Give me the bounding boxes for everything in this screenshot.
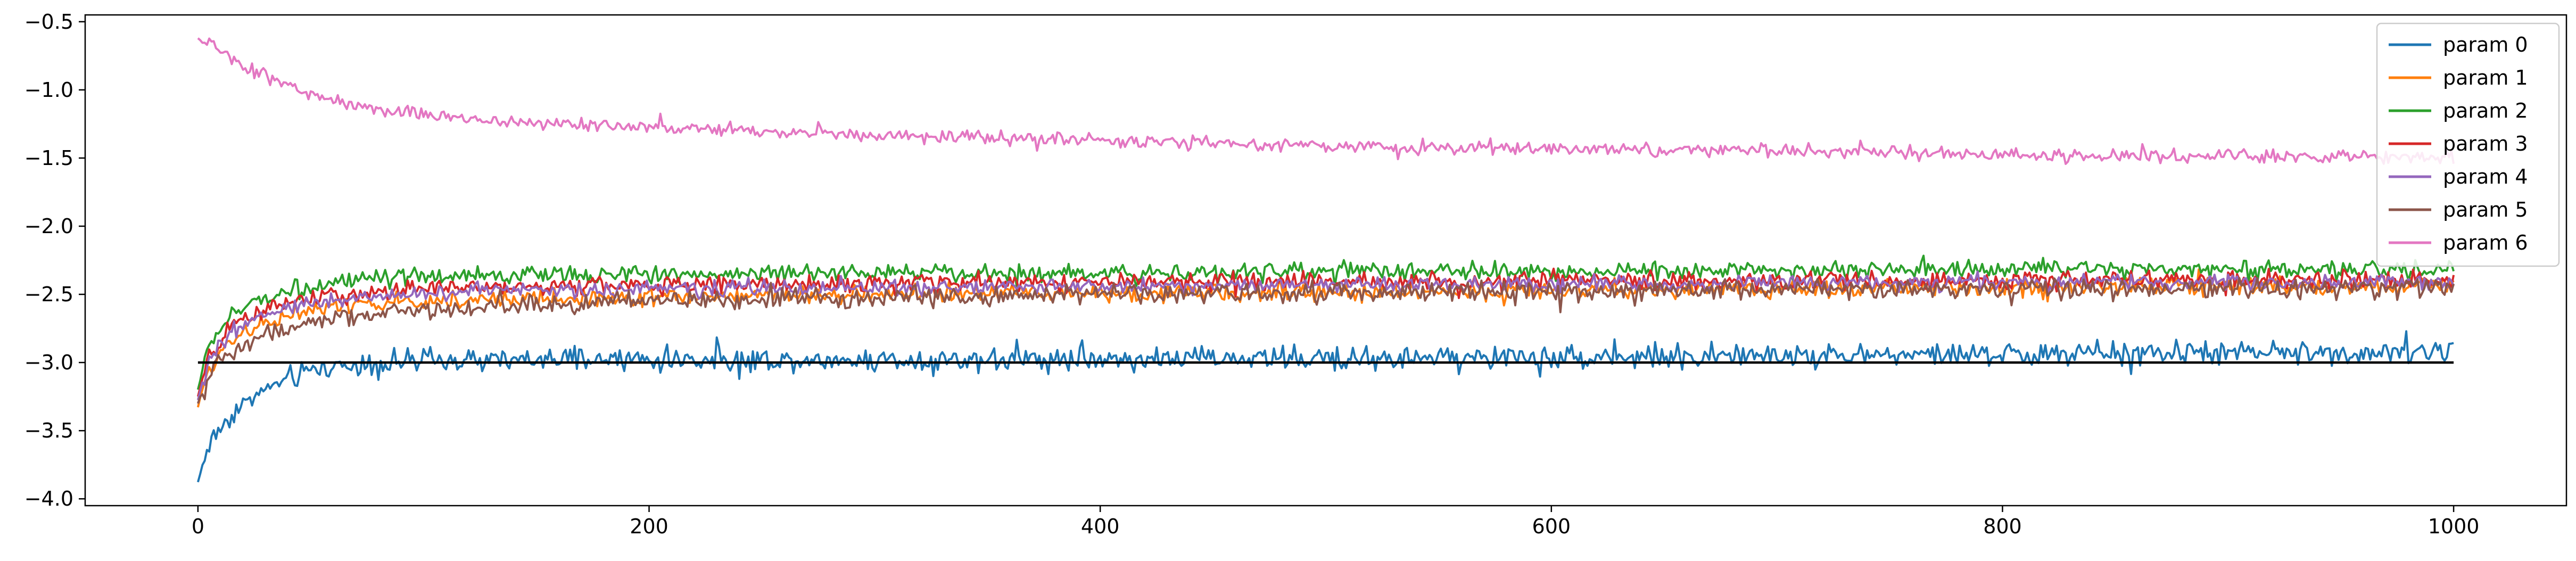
legend-label: param 4 [2443, 165, 2528, 188]
y-tick-label: −2.0 [24, 214, 73, 238]
x-tick-label: 200 [630, 515, 668, 538]
y-tick-label: −1.0 [24, 78, 73, 102]
legend-label: param 2 [2443, 99, 2528, 122]
x-tick-label: 1000 [2428, 515, 2480, 538]
legend-label: param 0 [2443, 33, 2528, 56]
x-tick-label: 0 [192, 515, 204, 538]
y-tick-label: −2.5 [24, 283, 73, 306]
y-tick-label: −0.5 [24, 10, 73, 34]
y-tick-label: −3.0 [24, 351, 73, 374]
y-tick-label: −4.0 [24, 487, 73, 510]
legend-label: param 5 [2443, 198, 2528, 221]
y-tick-label: −1.5 [24, 146, 73, 170]
legend-label: param 1 [2443, 66, 2528, 89]
x-tick-label: 600 [1532, 515, 1571, 538]
legend-label: param 6 [2443, 231, 2528, 254]
x-tick-label: 400 [1081, 515, 1120, 538]
y-tick-label: −3.5 [24, 419, 73, 442]
legend-label: param 3 [2443, 132, 2528, 155]
legend: param 0 param 1 param 2 param 3 param 4 param… [2377, 23, 2559, 266]
x-tick-label: 800 [1983, 515, 2022, 538]
